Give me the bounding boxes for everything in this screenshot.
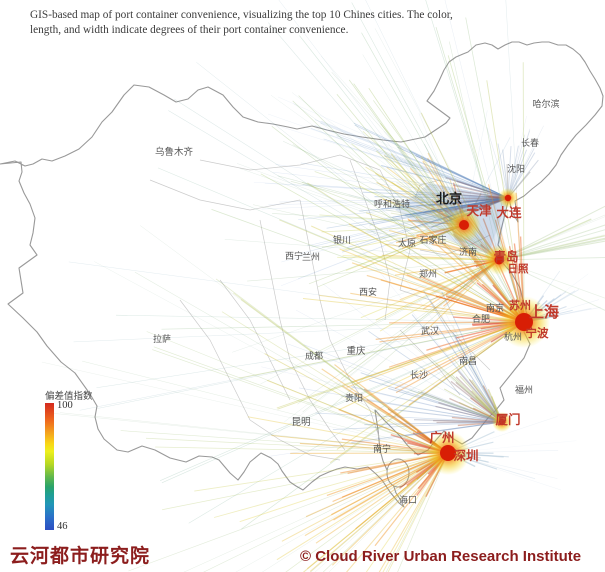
svg-text:海口: 海口 bbox=[399, 494, 417, 505]
svg-text:西宁: 西宁 bbox=[285, 250, 303, 261]
svg-text:沈阳: 沈阳 bbox=[507, 163, 525, 174]
svg-text:银川: 银川 bbox=[333, 234, 351, 245]
svg-text:拉萨: 拉萨 bbox=[153, 333, 171, 344]
svg-text:南昌: 南昌 bbox=[459, 355, 477, 366]
svg-text:长春: 长春 bbox=[521, 137, 539, 148]
svg-text:日照: 日照 bbox=[508, 263, 529, 275]
svg-text:福州: 福州 bbox=[515, 384, 533, 395]
svg-text:贵阳: 贵阳 bbox=[345, 392, 363, 403]
svg-text:成都: 成都 bbox=[305, 350, 323, 361]
svg-text:济南: 济南 bbox=[459, 246, 477, 257]
svg-text:哈尔滨: 哈尔滨 bbox=[532, 98, 559, 109]
svg-text:武汉: 武汉 bbox=[421, 325, 439, 336]
svg-text:北京: 北京 bbox=[436, 191, 462, 206]
svg-text:长沙: 长沙 bbox=[410, 369, 428, 380]
svg-text:青岛: 青岛 bbox=[493, 249, 518, 264]
svg-text:重庆: 重庆 bbox=[346, 345, 366, 357]
svg-text:杭州: 杭州 bbox=[504, 331, 522, 342]
svg-text:乌鲁木齐: 乌鲁木齐 bbox=[155, 146, 194, 158]
svg-text:兰州: 兰州 bbox=[302, 251, 320, 262]
svg-text:南京: 南京 bbox=[486, 302, 504, 313]
svg-text:石家庄: 石家庄 bbox=[419, 234, 446, 245]
svg-text:上海: 上海 bbox=[529, 303, 559, 321]
svg-text:天津: 天津 bbox=[466, 203, 492, 218]
svg-text:深圳: 深圳 bbox=[453, 448, 478, 463]
svg-text:西安: 西安 bbox=[359, 286, 377, 297]
svg-text:合肥: 合肥 bbox=[472, 313, 490, 324]
svg-text:苏州: 苏州 bbox=[509, 298, 531, 312]
svg-text:郑州: 郑州 bbox=[419, 268, 437, 279]
svg-text:厦门: 厦门 bbox=[495, 412, 520, 427]
svg-text:昆明: 昆明 bbox=[291, 417, 310, 428]
svg-text:宁波: 宁波 bbox=[526, 326, 549, 340]
svg-text:广州: 广州 bbox=[429, 430, 454, 445]
svg-text:呼和浩特: 呼和浩特 bbox=[374, 198, 410, 209]
svg-text:南宁: 南宁 bbox=[373, 443, 391, 454]
svg-text:太原: 太原 bbox=[398, 237, 416, 248]
svg-text:大连: 大连 bbox=[496, 205, 522, 220]
